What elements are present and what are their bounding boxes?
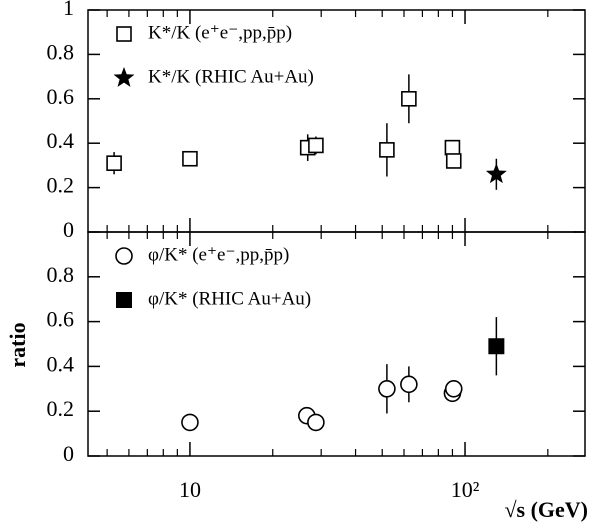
plot-frame xyxy=(87,231,586,457)
marker-square xyxy=(116,26,132,42)
legend-label: φ/K* (RHIC Au+Au) xyxy=(148,288,311,309)
marker-circle xyxy=(400,375,418,394)
y-tick-label: 0.8 xyxy=(47,262,75,287)
y-tick-label: 0 xyxy=(63,217,74,242)
y-tick-label: 0.6 xyxy=(47,307,75,332)
marker-circle xyxy=(181,413,199,432)
marker-star xyxy=(485,163,507,184)
marker-square xyxy=(116,292,132,308)
y-tick-label: 0.2 xyxy=(47,173,75,198)
y-tick-label: 0.6 xyxy=(47,84,75,109)
marker-square xyxy=(401,91,417,107)
marker-circle xyxy=(115,247,133,265)
y-tick-label: 1 xyxy=(63,0,74,20)
marker-star xyxy=(113,67,135,87)
legend-label: K*/K (e⁺e⁻,pp,p̄p) xyxy=(148,22,292,43)
x-tick-label: 10 xyxy=(179,477,201,502)
x-tick-label: 10² xyxy=(451,477,480,502)
marker-square xyxy=(379,142,395,158)
marker-square xyxy=(106,155,122,171)
y-tick-label: 0.2 xyxy=(47,396,75,421)
marker-square xyxy=(308,137,324,154)
y-tick-label: 0.4 xyxy=(47,128,75,153)
marker-circle xyxy=(307,413,325,432)
legend-label: φ/K* (e⁺e⁻,pp,p̄p) xyxy=(148,244,289,265)
marker-square xyxy=(444,139,461,156)
y-tick-label: 0.8 xyxy=(47,39,75,64)
y-tick-label: 0.4 xyxy=(47,351,75,376)
y-tick-label: 0 xyxy=(63,441,74,466)
marker-square xyxy=(488,338,505,355)
marker-circle xyxy=(444,379,463,398)
x-axis-label: √s (GeV) xyxy=(504,497,588,522)
marker-square xyxy=(182,150,198,167)
marker-circle xyxy=(378,379,396,398)
legend-label: K*/K (RHIC Au+Au) xyxy=(148,66,314,87)
marker-square xyxy=(445,153,462,169)
y-axis-label: ratio xyxy=(5,322,30,367)
